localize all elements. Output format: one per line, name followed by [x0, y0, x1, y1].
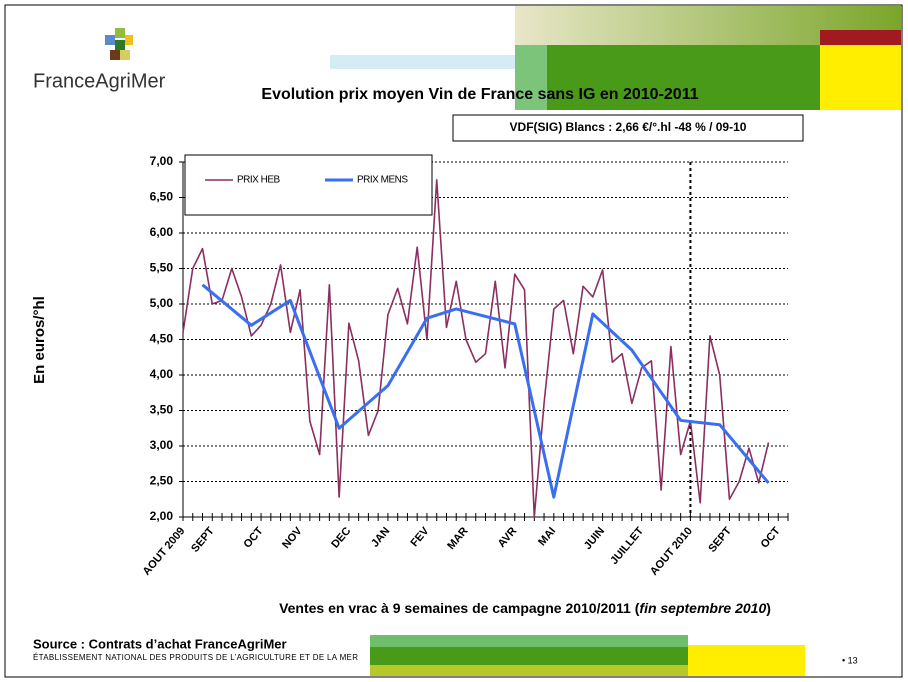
y-tick-label: 5,00 — [150, 296, 174, 310]
y-tick-label: 2,50 — [150, 474, 174, 488]
legend: PRIX HEB PRIX MENS — [184, 154, 433, 216]
series-line — [201, 283, 770, 499]
deco — [330, 55, 515, 69]
y-axis-title: En euros/°hl — [31, 296, 48, 384]
x-axis-title: Ventes en vrac à 9 semaines de campagne … — [279, 600, 771, 616]
annotation: VDF(SIG) Blancs : 2,66 €/°.hl -48 % / 09… — [510, 120, 747, 134]
logo-icon — [105, 28, 133, 60]
deco — [820, 45, 901, 110]
logo-text: FranceAgriMer — [33, 70, 166, 92]
y-tick-label: 3,50 — [150, 403, 174, 417]
org: ÉTABLISSEMENT NATIONAL DES PRODUITS DE L… — [33, 653, 358, 662]
x-axis-title-part: ) — [766, 600, 771, 616]
y-tick-label: 3,00 — [150, 438, 174, 452]
series-line — [182, 178, 770, 518]
deco — [370, 647, 688, 665]
y-tick-label: 5,50 — [150, 261, 174, 275]
x-axis-title-part: Ventes en vrac à 9 semaines de campagne … — [279, 600, 640, 616]
deco — [370, 665, 688, 676]
source: Source : Contrats d’achat FranceAgriMer — [33, 636, 287, 651]
page-number: • 13 — [842, 655, 858, 665]
annotation-box — [452, 114, 804, 142]
y-tick-label: 6,00 — [150, 225, 174, 239]
legend-label: PRIX HEB — [237, 175, 281, 186]
deco — [515, 45, 547, 110]
y-tick-label: 2,00 — [150, 509, 174, 523]
chart-title: Evolution prix moyen Vin de France sans … — [261, 86, 698, 103]
deco — [820, 30, 901, 45]
y-tick-label: 6,50 — [150, 190, 174, 204]
y-tick-label: 7,00 — [150, 154, 174, 168]
deco — [688, 645, 805, 676]
y-tick-label: 4,50 — [150, 332, 174, 346]
y-tick-label: 4,00 — [150, 367, 174, 381]
deco — [515, 45, 820, 110]
x-axis-title-part: fin septembre 2010 — [639, 600, 766, 616]
legend-label: PRIX MENS — [357, 175, 408, 186]
deco — [370, 635, 688, 647]
legend-box — [184, 154, 433, 216]
